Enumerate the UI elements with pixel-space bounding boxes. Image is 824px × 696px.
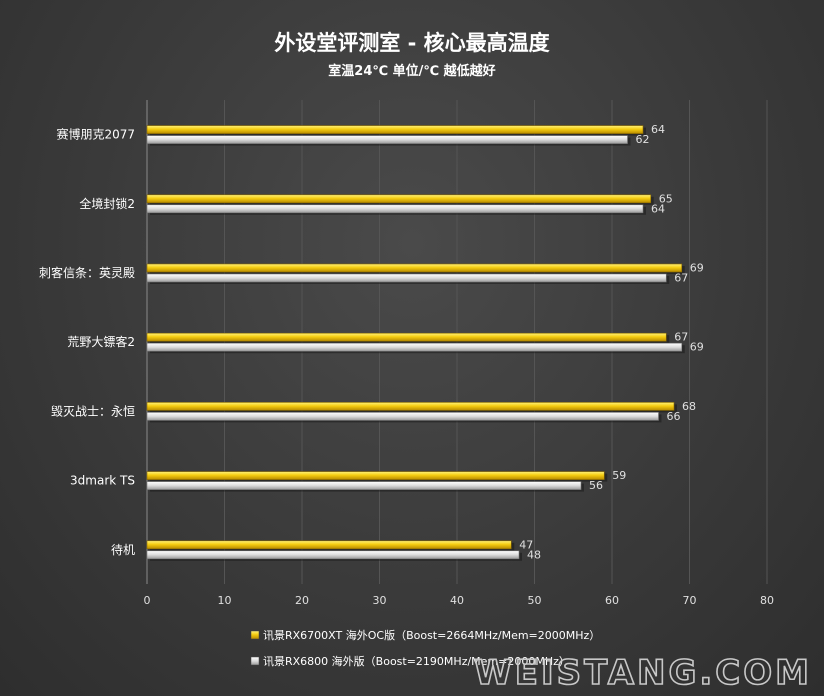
data-label: 65	[659, 192, 673, 205]
data-label: 56	[589, 479, 603, 492]
data-label: 69	[690, 262, 704, 275]
bar-series-1	[146, 263, 683, 273]
x-tick-label: 40	[450, 594, 464, 607]
data-label: 67	[674, 272, 688, 285]
bar-series-1	[146, 125, 644, 134]
data-label: 62	[636, 133, 650, 146]
legend-swatch-series-1	[250, 630, 260, 640]
bar-series-1	[146, 332, 667, 342]
chart-title: 外设堂评测室 - 核心最高温度	[274, 31, 549, 55]
data-label: 59	[612, 469, 626, 482]
x-tick-label: 70	[683, 594, 697, 607]
x-tick-label: 80	[760, 594, 774, 607]
category-label: 赛博朋克2077	[56, 127, 135, 142]
x-tick-labels: 0 10 20 30 40 50 60 70 80	[144, 594, 775, 607]
x-tick-label: 50	[528, 594, 542, 607]
grid-lines	[146, 100, 768, 584]
data-label: 64	[651, 202, 665, 215]
data-label: 67	[674, 331, 688, 344]
data-label: 68	[682, 400, 696, 413]
legend-swatch-series-2	[250, 656, 260, 666]
category-label: 荒野大镖客2	[67, 334, 135, 349]
x-tick-label: 30	[373, 594, 387, 607]
category-label: 毁灭战士：永恒	[51, 403, 135, 418]
bar-series-1	[146, 471, 605, 480]
legend-label-series-1: 讯景RX6700XT 海外OC版（Boost=2664MHz/Mem=2000M…	[263, 628, 600, 642]
chart-subtitle: 室温24℃ 单位/℃ 越低越好	[328, 63, 495, 79]
data-label: 66	[667, 410, 681, 423]
legend-label-series-2: 讯景RX6800 海外版（Boost=2190MHz/Mem=2000MHz）	[263, 654, 570, 668]
data-label: 69	[690, 341, 704, 354]
x-tick-label: 60	[605, 594, 619, 607]
bar-series-1	[146, 540, 512, 550]
bar-series-2	[146, 273, 667, 283]
bar-series-2	[146, 204, 644, 214]
bar-series-2	[146, 135, 628, 144]
category-label: 全境封锁2	[79, 196, 135, 211]
x-tick-label: 0	[144, 594, 151, 607]
bar-series-2	[146, 342, 683, 352]
x-tick-label: 10	[218, 594, 232, 607]
category-label: 待机	[111, 543, 135, 557]
x-tick-label: 20	[295, 594, 309, 607]
data-label: 47	[519, 538, 533, 551]
bar-series-2	[146, 550, 520, 560]
legend: 讯景RX6700XT 海外OC版（Boost=2664MHz/Mem=2000M…	[250, 628, 600, 668]
category-label: 3dmark TS	[70, 474, 135, 488]
bar-series-2	[146, 412, 659, 421]
bar-series-2	[146, 481, 582, 490]
category-label: 刺客信条：英灵殿	[39, 265, 135, 280]
bar-series-1	[146, 402, 675, 411]
data-label: 48	[527, 548, 541, 561]
bar-series-1	[146, 194, 652, 204]
data-label: 64	[651, 123, 665, 136]
watermark: WEISTANG.COM	[474, 653, 812, 693]
